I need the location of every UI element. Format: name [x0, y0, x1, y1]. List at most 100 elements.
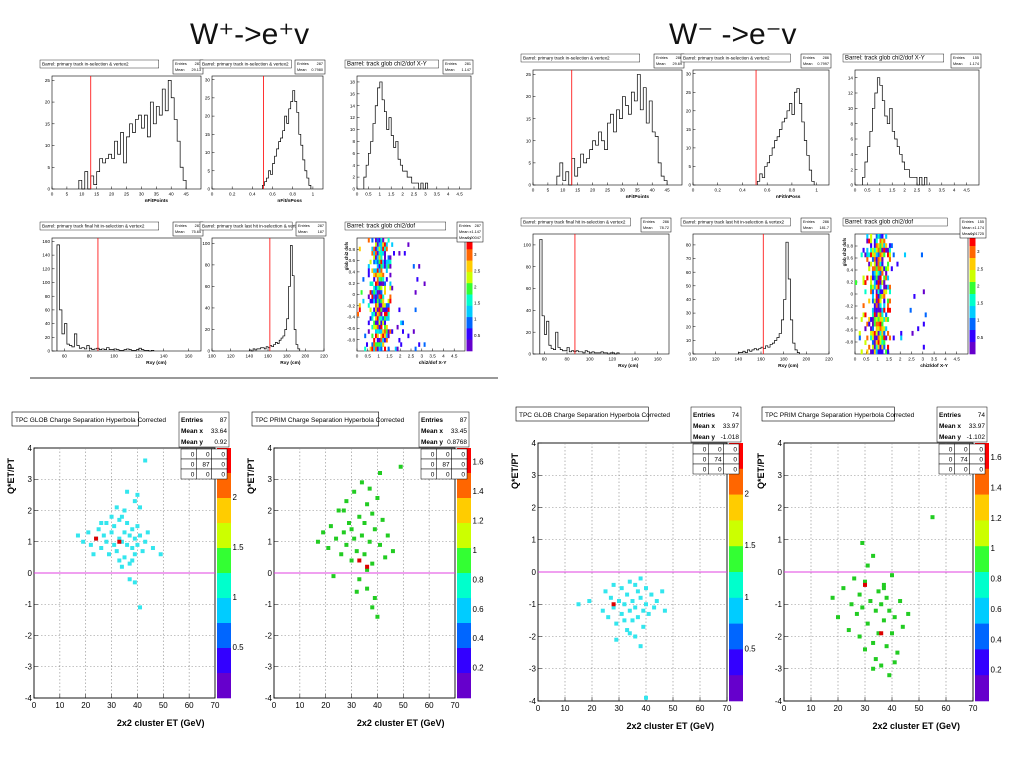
stats-key: Entries	[175, 224, 187, 228]
data-point	[830, 595, 835, 600]
y-tick-label: 0	[352, 187, 355, 192]
y-tick-label: 20	[686, 108, 692, 113]
stats-value: 33.97	[723, 423, 740, 430]
heatmap-cell	[883, 275, 886, 281]
stats-value: 1.147	[471, 230, 481, 234]
y-tick-label: -0.6	[845, 328, 853, 333]
stats-value: -1.102	[967, 434, 986, 441]
y-tick-label: 14	[848, 75, 854, 80]
heatmap-cell	[376, 290, 379, 295]
stats-value: 286	[676, 56, 682, 60]
data-point	[130, 558, 135, 563]
heatmap-cell	[887, 330, 890, 336]
heatmap-cell	[873, 317, 876, 322]
y-tick-label: 5	[47, 165, 50, 170]
y-tick-label: 5	[688, 164, 691, 169]
x-tick-label: 40	[133, 701, 142, 710]
data-point	[132, 552, 137, 557]
x-tick-label: 120	[712, 357, 720, 362]
y-tick-label: 0.6	[349, 258, 356, 263]
heatmap-cell	[385, 333, 388, 339]
color-scale-segment	[729, 468, 743, 495]
y-tick-label: -0.2	[845, 304, 853, 309]
heatmap-cell	[375, 311, 377, 317]
x-axis-label: 2x2 cluster ET (GeV)	[117, 718, 205, 728]
heatmap-cell	[871, 247, 875, 253]
heatmap-cell	[883, 284, 886, 290]
heatmap-cell	[375, 324, 377, 330]
heatmap-cell	[364, 333, 367, 339]
color-scale-segment	[466, 271, 473, 284]
x-tick-label: 4	[442, 354, 445, 359]
y-tick-label: 25	[45, 78, 51, 83]
heatmap-cell	[877, 303, 880, 309]
heatmap-cell	[375, 307, 377, 313]
data-point	[390, 549, 395, 554]
y-tick-label: 0	[688, 352, 691, 357]
heatmap-cell	[868, 261, 871, 267]
heatmap-cell	[879, 294, 882, 299]
y-tick-label: 6	[352, 151, 355, 156]
heatmap-cell	[875, 247, 878, 253]
heatmap-cell	[378, 324, 381, 330]
heatmap-cell	[378, 311, 381, 317]
x-tick-label: 220	[320, 354, 328, 359]
heatmap-cell	[862, 275, 865, 281]
heatmap-cell	[387, 316, 390, 321]
data-point	[130, 527, 135, 532]
x-tick-label: 180	[780, 357, 788, 362]
heatmap-cell	[868, 321, 871, 327]
color-scale-segment	[457, 648, 471, 674]
stats-value: 33.97	[969, 423, 986, 430]
y-tick-label: 100	[202, 241, 210, 246]
heatmap-cell	[875, 270, 878, 276]
heatmap-cell	[870, 252, 873, 258]
data-point	[378, 471, 383, 475]
heatmap-cell	[385, 307, 388, 313]
heatmap-cell	[871, 326, 875, 332]
stats-key: Entries	[953, 56, 965, 60]
heatmap-cell	[883, 317, 886, 322]
y-tick-label: 0	[207, 187, 210, 192]
w-plus-heading: W⁺->e⁺v	[190, 18, 309, 51]
x-tick-label: 0.8	[789, 188, 796, 193]
heatmap-cell	[380, 277, 383, 282]
data-point	[135, 492, 140, 497]
heatmap-cell	[873, 243, 876, 249]
data-point	[619, 611, 624, 616]
heatmap-cell	[371, 333, 374, 339]
heatmap-cell	[376, 303, 379, 308]
x-tick-label: 20	[321, 701, 330, 710]
heatmap-cell	[883, 298, 886, 304]
data-point	[860, 540, 865, 545]
heatmap-cell	[384, 242, 386, 247]
data-point	[96, 527, 101, 532]
color-scale-segment	[217, 573, 231, 599]
overflow-value: 0	[191, 462, 195, 469]
stats-key: Entries	[459, 224, 471, 228]
heatmap-cell	[378, 281, 381, 287]
x-tick-label: 3	[928, 188, 931, 193]
heatmap-cell	[382, 242, 385, 247]
x-tick-label: 50	[915, 704, 924, 713]
color-scale-segment	[217, 548, 231, 574]
heatmap-cell	[416, 277, 419, 282]
overflow-value: 0	[949, 467, 953, 474]
heatmap-cell	[384, 290, 386, 295]
heatmap-cell	[875, 307, 878, 313]
heatmap-cell	[389, 264, 392, 269]
x-tick-label: 30	[620, 188, 626, 193]
heatmap-cell	[885, 270, 888, 276]
y-tick-label: 0	[47, 349, 50, 354]
y-tick-label: 40	[45, 321, 51, 326]
heatmap-cell	[371, 311, 374, 317]
data-point	[863, 647, 867, 652]
heatmap-cell	[407, 242, 410, 247]
color-scale-segment	[466, 328, 473, 340]
data-point	[140, 549, 145, 554]
color-scale-label: 2	[233, 493, 238, 502]
x-tick-label: 10	[807, 704, 816, 713]
data-point	[122, 555, 127, 560]
color-scale-segment	[729, 597, 743, 624]
